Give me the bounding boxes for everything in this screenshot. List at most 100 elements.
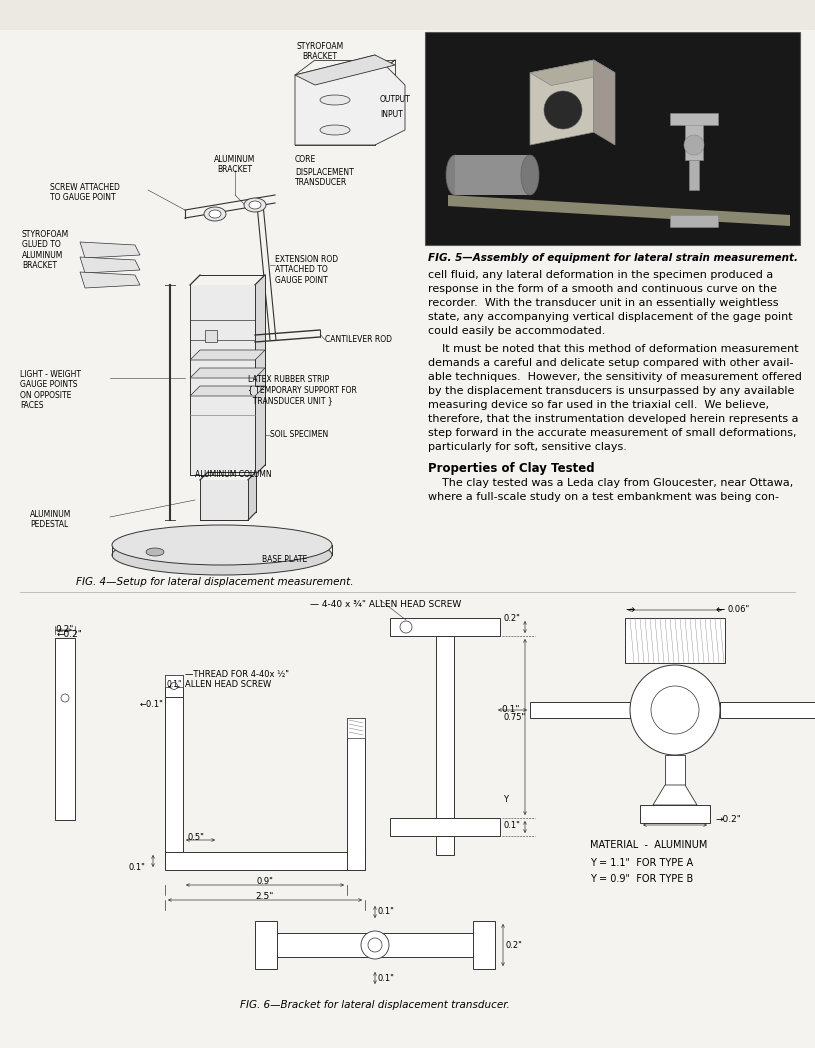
Polygon shape [190,368,265,378]
Text: 0.1": 0.1" [503,821,520,830]
Ellipse shape [204,208,226,221]
Polygon shape [190,350,265,361]
Bar [685,115,703,160]
Text: BASE PLATE: BASE PLATE [262,555,307,564]
Bar [640,805,710,823]
Text: 0.9": 0.9" [257,877,274,886]
Bar [390,818,500,836]
Bar [530,702,630,718]
Text: →0.2": →0.2" [715,815,741,825]
Text: SOIL SPECIMEN: SOIL SPECIMEN [270,430,328,439]
Text: step forward in the accurate measurement of small deformations,: step forward in the accurate measurement… [428,428,796,438]
Text: 0.1": 0.1" [128,864,145,873]
Text: could easily be accommodated.: could easily be accommodated. [428,326,606,336]
Text: response in the form of a smooth and continuous curve on the: response in the form of a smooth and con… [428,284,777,294]
Ellipse shape [544,91,582,129]
Text: —THREAD FOR 4-40x ½"
ALLEN HEAD SCREW: —THREAD FOR 4-40x ½" ALLEN HEAD SCREW [185,670,289,690]
Text: It must be noted that this method of deformation measurement: It must be noted that this method of def… [428,344,799,354]
Text: ←0.1": ←0.1" [139,700,163,709]
Text: FIG. 6—Bracket for lateral displacement transducer.: FIG. 6—Bracket for lateral displacement … [240,1000,510,1010]
Text: 0.06": 0.06" [727,605,749,614]
Ellipse shape [209,210,221,218]
Text: CORE: CORE [295,155,316,163]
Bar [473,921,495,969]
Bar [436,636,454,818]
Text: 0.2": 0.2" [55,625,74,634]
Bar [0,0,815,30]
Text: cell fluid, any lateral deformation in the specimen produced a: cell fluid, any lateral deformation in t… [428,270,773,280]
Text: →: → [625,605,634,615]
Ellipse shape [446,155,464,195]
Polygon shape [255,275,265,475]
Bar [200,480,248,520]
Text: EXTENSION ROD
ATTACHED TO
GAUGE POINT: EXTENSION ROD ATTACHED TO GAUGE POINT [275,255,338,285]
Ellipse shape [112,534,332,575]
Text: CANTILEVER ROD: CANTILEVER ROD [325,335,392,345]
Text: LATEX RUBBER STRIP
{ TEMPORARY SUPPORT FOR
  TRANSDUCER UNIT }: LATEX RUBBER STRIP { TEMPORARY SUPPORT F… [248,375,357,405]
Bar [255,933,495,957]
Ellipse shape [249,201,261,209]
Text: STYROFOAM
GLUED TO
ALUMINUM
BRACKET: STYROFOAM GLUED TO ALUMINUM BRACKET [22,230,69,270]
Text: able techniques.  However, the sensitivity of measurement offered: able techniques. However, the sensitivit… [428,372,802,383]
Text: FIG. 4—Setup for lateral displacement measurement.: FIG. 4—Setup for lateral displacement me… [77,577,354,587]
Text: 0.1": 0.1" [501,705,520,715]
Text: 0.2": 0.2" [505,940,522,949]
Text: FIG. 5—Assembly of equipment for lateral strain measurement.: FIG. 5—Assembly of equipment for lateral… [428,253,798,263]
Text: where a full-scale study on a test embankment was being con-: where a full-scale study on a test emban… [428,492,779,502]
Text: INPUT: INPUT [380,110,403,119]
Bar [347,718,365,870]
Bar [455,155,530,195]
Text: ALUMINUM
BRACKET: ALUMINUM BRACKET [214,155,256,174]
Bar [670,113,718,125]
Ellipse shape [521,155,539,195]
Text: 0.1": 0.1" [166,680,182,689]
Text: Y = 0.9"  FOR TYPE B: Y = 0.9" FOR TYPE B [590,874,694,885]
Text: ALUMINUM
PEDESTAL: ALUMINUM PEDESTAL [30,510,72,529]
Ellipse shape [630,665,720,755]
Ellipse shape [244,198,266,212]
Ellipse shape [684,135,704,155]
Polygon shape [190,386,265,396]
Text: by the displacement transducers is unsurpassed by any available: by the displacement transducers is unsur… [428,386,795,396]
Ellipse shape [400,621,412,633]
Polygon shape [80,242,140,258]
Bar [689,160,699,190]
Text: STYROFOAM
BRACKET: STYROFOAM BRACKET [297,42,344,62]
Text: ALUMINUM COLUMN: ALUMINUM COLUMN [195,470,271,479]
Text: 0.75": 0.75" [503,714,525,722]
Text: The clay tested was a Leda clay from Gloucester, near Ottawa,: The clay tested was a Leda clay from Glo… [428,478,793,488]
Text: — 4-40 x ¾" ALLEN HEAD SCREW: — 4-40 x ¾" ALLEN HEAD SCREW [310,601,461,609]
Bar [720,702,815,718]
Text: therefore, that the instrumentation developed herein represents a: therefore, that the instrumentation deve… [428,414,799,424]
Ellipse shape [651,686,699,734]
Text: Properties of Clay Tested: Properties of Clay Tested [428,462,595,475]
Ellipse shape [320,125,350,135]
Bar [347,718,365,738]
Bar [165,852,365,870]
Text: particularly for soft, sensitive clays.: particularly for soft, sensitive clays. [428,442,627,452]
Bar [190,285,255,475]
Bar [670,215,718,227]
Text: 0.1": 0.1" [378,974,395,983]
Polygon shape [248,472,256,520]
Ellipse shape [368,938,382,952]
Text: LIGHT - WEIGHT
GAUGE POINTS
ON OPPOSITE
FACES: LIGHT - WEIGHT GAUGE POINTS ON OPPOSITE … [20,370,81,410]
Ellipse shape [61,694,69,702]
Text: state, any accompanying vertical displacement of the gage point: state, any accompanying vertical displac… [428,312,793,322]
Polygon shape [80,272,140,288]
Polygon shape [295,54,395,85]
Text: Y = 1.1"  FOR TYPE A: Y = 1.1" FOR TYPE A [590,858,693,868]
Text: Y: Y [503,795,508,805]
Bar [436,836,454,855]
Polygon shape [530,60,594,145]
Bar [625,618,725,663]
Text: OUTPUT: OUTPUT [380,95,411,104]
Bar [205,330,217,342]
Ellipse shape [361,931,389,959]
Bar [425,32,800,245]
Text: 0.2": 0.2" [503,614,520,623]
Polygon shape [530,60,615,86]
Bar [165,675,183,697]
Bar [55,638,75,820]
Text: demands a careful and delicate setup compared with other avail-: demands a careful and delicate setup com… [428,358,794,368]
